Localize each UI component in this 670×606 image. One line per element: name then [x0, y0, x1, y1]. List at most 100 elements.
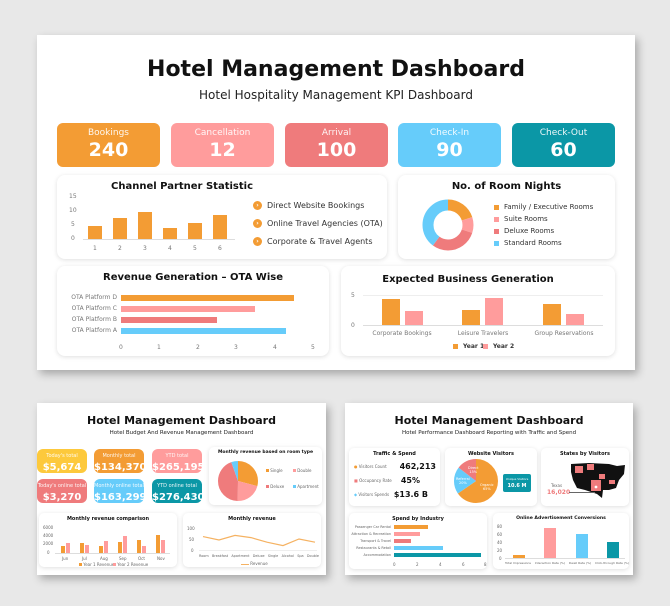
x-tick: 0 — [119, 344, 123, 351]
slice-pct: 20% — [458, 481, 467, 485]
bar-platform-b — [121, 317, 217, 323]
callout-value: 16,020 — [547, 489, 571, 496]
x-axis — [55, 553, 170, 554]
bar — [156, 535, 160, 553]
card-title: Revenue Generation – OTA Wise — [103, 272, 283, 283]
card-title: No. of Room Nights — [451, 181, 562, 192]
y-tick: 2000 — [43, 541, 54, 546]
bar-5 — [188, 223, 202, 239]
legend-item: Deluxe Rooms — [494, 227, 554, 235]
x-tick: Spa — [297, 554, 304, 558]
traffic-row: ■ Occupancy Rate 45% — [354, 476, 436, 485]
bar-dwell-rate — [576, 534, 588, 558]
kpi-check-in: Check-In 90 — [398, 123, 501, 167]
y-tick: 0 — [499, 556, 502, 561]
card-title: States by Visitors — [560, 451, 610, 457]
y-tick: 0 — [71, 235, 75, 242]
slice-name: Organic — [480, 483, 494, 487]
monthly-revenue-line — [202, 534, 316, 547]
y-tick: 5 — [71, 221, 75, 228]
x-tick: 3 — [234, 344, 238, 351]
x-axis-labels: Room Breakfast Apartment Deluxe Single Alcoho… — [199, 554, 319, 558]
bar-leisure-y1 — [462, 310, 480, 325]
room-nights-donut — [422, 199, 474, 251]
business-generation-card: Expected Business Generation 5 0 Corpora… — [341, 266, 615, 356]
chevron-right-icon: › — [253, 237, 262, 246]
slide-subtitle: Hotel Performance Dashboard Reporting wi… — [401, 430, 577, 436]
states-visitors-card: States by Visitors Texas 16,020 — [541, 448, 629, 506]
slice-name: Direct — [468, 466, 479, 470]
kpi-label: YTD total — [165, 453, 189, 459]
x-tick: Group Reservations — [534, 330, 594, 337]
slide-subtitle: Hotel Budget And Revenue Management Dash… — [109, 430, 254, 436]
x-tick: Single — [267, 554, 279, 558]
card-title: Online Advertisement Conversions — [516, 516, 606, 521]
badge-value: 10.6 M — [507, 483, 527, 489]
legend-swatch — [494, 228, 499, 234]
legend-item: Year 2 Revenue — [113, 562, 148, 567]
main-dashboard-slide: Hotel Management Dashboard Hotel Hospita… — [37, 35, 635, 370]
slice-pct: 15% — [469, 470, 478, 474]
ad-conversions-card: Online Advertisement Conversions 80 60 4… — [493, 513, 629, 569]
legend-item: Family / Executive Rooms — [494, 203, 593, 211]
y-tick: OTA Platform B — [71, 316, 117, 323]
bar — [104, 541, 108, 553]
kpi-label: YTD online total — [157, 483, 197, 489]
legend-label: Apartment — [297, 484, 319, 489]
x-tick: 2 — [416, 562, 419, 567]
y-tick: 60 — [497, 532, 503, 537]
bar-4 — [163, 228, 177, 239]
y-tick: 4000 — [43, 533, 54, 538]
kpi-check-out: Check-Out 60 — [512, 123, 615, 167]
us-map — [571, 463, 625, 498]
page-subtitle: Hotel Hospitality Management KPI Dashboa… — [199, 88, 473, 102]
legend-swatch — [494, 240, 499, 246]
x-tick: Total Impressions — [505, 561, 531, 565]
bar — [118, 542, 122, 553]
kpi-value: $276,430 — [152, 492, 205, 503]
legend-label: Standard Rooms — [504, 239, 562, 247]
legend-swatch — [266, 485, 269, 488]
y-tick: 20 — [497, 548, 503, 553]
x-tick: Dwell Rate (%) — [568, 561, 592, 565]
legend-label: Family / Executive Rooms — [504, 203, 594, 211]
x-tick: Alcohol — [281, 554, 294, 558]
bar — [142, 546, 146, 553]
legend-swatch — [293, 469, 296, 472]
channel-partner-card: Channel Partner Statistic 15 10 5 0 1 2 … — [57, 175, 387, 259]
card-title: Monthly revenue — [228, 516, 276, 522]
legend-swatch — [113, 563, 116, 566]
kpi-value: $134,370 — [94, 462, 147, 473]
kpi-ytd-total: YTD total $265,195 — [152, 449, 205, 473]
kpi-value: 12 — [209, 139, 236, 161]
kpi-label: Monthly total — [102, 453, 136, 459]
x-tick: 6 — [462, 562, 465, 567]
x-tick: 1 — [157, 344, 161, 351]
kpi-label: Today's total — [46, 453, 78, 459]
kpi-value: $163,299 — [94, 492, 147, 503]
slice-name: Referral — [456, 477, 470, 481]
kpi-label: Monthly online total — [94, 483, 144, 489]
x-axis — [363, 325, 603, 326]
slice-label-direct: Direct 15% — [468, 466, 478, 474]
card-title: Monthly revenue comparison — [66, 516, 150, 522]
bar-platform-c — [121, 306, 255, 312]
x-tick: Jun — [62, 556, 69, 561]
legend-item: Double — [293, 468, 311, 473]
kpi-value: 240 — [88, 139, 129, 161]
kpi-monthly-total: Monthly total $134,370 — [94, 449, 147, 473]
x-tick: Breakfast — [211, 554, 229, 558]
kpi-value: 90 — [436, 139, 463, 161]
x-tick: Double — [306, 554, 319, 558]
legend-item: Year 1 — [453, 343, 484, 350]
gridline — [363, 295, 603, 296]
y-tick: 50 — [189, 537, 195, 542]
y-tick: OTA Platform D — [71, 294, 117, 301]
row-label: Occupancy Rate — [359, 478, 392, 483]
page-title: Hotel Management Dashboard — [147, 57, 525, 82]
legend-label: Suite Rooms — [504, 215, 548, 223]
bed-icon: ■ — [354, 478, 358, 483]
x-tick: 2 — [196, 344, 200, 351]
x-axis — [505, 558, 625, 559]
legend-item: Apartment — [293, 484, 319, 489]
